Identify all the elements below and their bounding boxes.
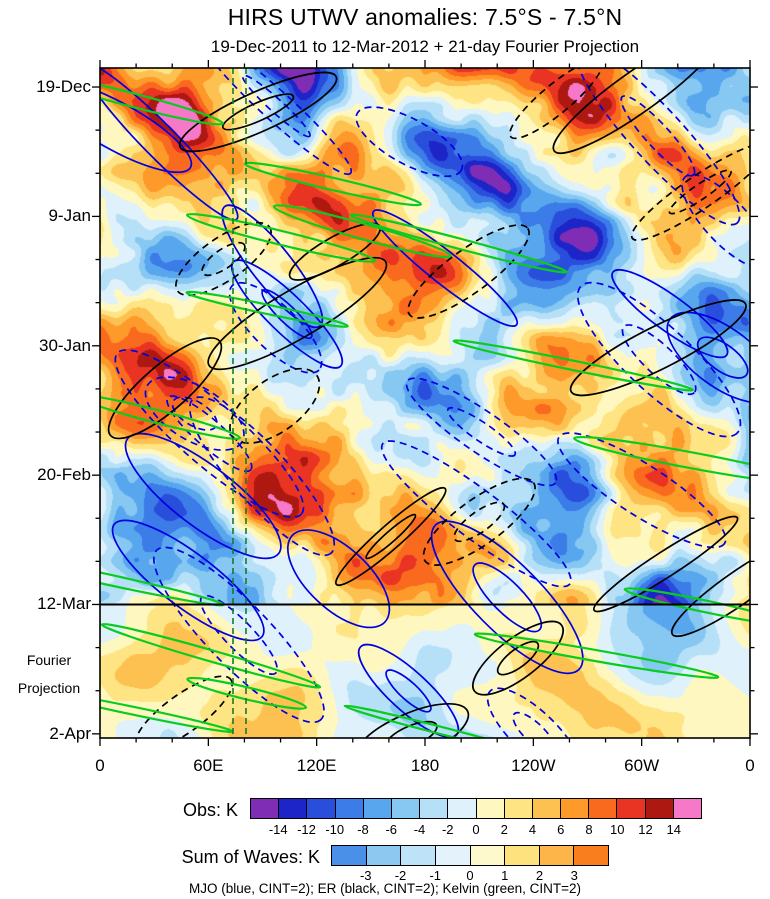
colorbar-segment (335, 799, 364, 818)
colorbar-tick-label: 10 (610, 822, 625, 837)
colorbar-tick-label: -2 (394, 868, 407, 883)
colorbar-segment (420, 799, 449, 818)
colorbar-segment (470, 846, 506, 865)
colorbar-waves-tick-labels: -3 -2 -1 0 1 2 3 (331, 868, 609, 883)
colorbar-tick-label: -14 (268, 822, 288, 837)
colorbar-segment (448, 799, 477, 818)
chart-title: HIRS UTWV anomalies: 7.5°S - 7.5°N (227, 4, 623, 30)
colorbar-tick-label: -12 (297, 822, 316, 837)
colorbar-tick-label: -6 (385, 822, 398, 837)
colorbar-tick-label: -8 (357, 822, 369, 837)
colorbar-tick-label: 1 (501, 868, 509, 883)
x-axis-tick-label: 0 (95, 756, 105, 775)
colorbar-segment (332, 846, 367, 865)
colorbar-segment (673, 799, 701, 818)
colorbar-tick-label: 0 (466, 868, 474, 883)
colorbar-segment (504, 799, 533, 818)
y-axis-tick-label: 20-Feb (37, 465, 91, 485)
colorbar-segment (279, 799, 308, 818)
colorbar-segment (435, 846, 471, 865)
colorbar-segment (539, 846, 575, 865)
y-axis-tick-label: 2-Apr (49, 723, 91, 743)
colorbar-segment (645, 799, 674, 818)
colorbar-segment (401, 846, 436, 865)
x-axis-tick-label: 60W (624, 756, 660, 775)
colorbar-segment (574, 846, 608, 865)
fourier-projection-label-line1: Fourier (26, 652, 72, 668)
colorbar-segment (391, 799, 421, 818)
colorbar-obs (250, 798, 702, 819)
colorbar-tick-label: -4 (413, 822, 426, 837)
colorbar-waves-label: Sum of Waves: K (181, 847, 320, 867)
colorbar-tick-label: 0 (472, 822, 480, 837)
colorbar-segment (505, 846, 540, 865)
x-axis-tick-label: 120E (296, 756, 337, 775)
colorbar-tick-label: 8 (585, 822, 593, 837)
colorbar-tick-label: 4 (528, 822, 537, 837)
colorbar-segment (363, 799, 392, 818)
colorbar-segment (307, 799, 336, 818)
colorbar-obs-tick-labels: -14 -12 -10 -8 -6 -4 -2 0 2 4 6 8 10 12 14 (250, 822, 702, 837)
y-axis-tick-label: 30-Jan (39, 335, 91, 355)
colorbar-segment (617, 799, 646, 818)
colorbar-segment (589, 799, 618, 818)
chart-subtitle: 19-Dec-2011 to 12-Mar-2012 + 21-day Four… (210, 37, 640, 56)
colorbar-tick-label: 14 (666, 822, 681, 837)
colorbar-segment (532, 799, 562, 818)
x-axis-tick-label: 0 (745, 756, 755, 775)
colorbar-segment (476, 799, 505, 818)
colorbar-tick-label: -3 (359, 868, 372, 883)
colorbar-tick-label: 2 (535, 868, 544, 883)
y-axis-tick-label: 19-Dec (36, 77, 91, 97)
colorbar-tick-label: 6 (557, 822, 565, 837)
colorbar-waves (331, 845, 609, 866)
x-axis-tick-label: 180 (410, 756, 440, 775)
legend-caption: MJO (blue, CINT=2); ER (black, CINT=2); … (189, 881, 581, 896)
colorbar-tick-label: -1 (429, 868, 442, 883)
x-axis-tick-label: 120W (511, 756, 556, 775)
colorbar-tick-label: -10 (325, 822, 345, 837)
colorbar-segment (251, 799, 280, 818)
colorbar-tick-label: 3 (570, 868, 578, 883)
colorbar-tick-label: -2 (441, 822, 454, 837)
colorbar-segment (366, 846, 402, 865)
contour-overlay (92, 60, 758, 746)
colorbar-segment (561, 799, 590, 818)
y-axis-tick-label: 12-Mar (37, 594, 91, 614)
x-axis-tick-label: 60E (193, 756, 224, 775)
colorbar-tick-label: 12 (638, 822, 653, 837)
y-axis-tick-label: 9-Jan (48, 206, 91, 226)
colorbar-tick-label: 2 (500, 822, 508, 837)
colorbar-obs-label: Obs: K (182, 800, 238, 820)
fourier-projection-label-line2: Projection (17, 680, 81, 696)
